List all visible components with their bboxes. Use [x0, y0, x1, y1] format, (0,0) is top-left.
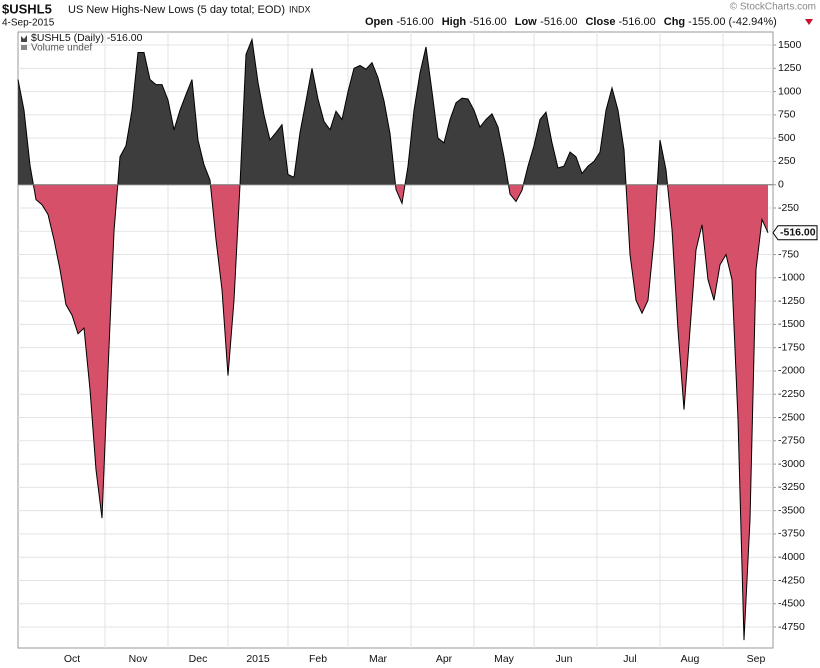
- x-tick-label: Jun: [556, 653, 573, 665]
- y-tick-label: 1250: [778, 62, 802, 74]
- last-value-tag: [772, 225, 818, 241]
- y-tick-label: 500: [778, 132, 796, 144]
- y-tick-label: -250: [778, 202, 799, 214]
- y-tick-label: -3750: [778, 528, 805, 540]
- y-tick-label: -2500: [778, 411, 805, 423]
- y-tick-label: -3500: [778, 504, 805, 516]
- x-tick-label: Jul: [623, 653, 636, 665]
- line: [17, 37, 769, 641]
- quote-value: -516.00: [469, 16, 506, 28]
- x-tick-label: 2015: [246, 653, 270, 665]
- quote: Open -516.00 High -516.00 Low -516.00 Close -51…: [365, 16, 777, 28]
- x-tick-label: May: [494, 653, 515, 665]
- quote-label: Close: [585, 16, 615, 28]
- quote-value: -155.00 (-42.94%): [688, 16, 777, 28]
- y-tick-label: -2000: [778, 365, 805, 377]
- y-tick-label: -4000: [778, 551, 805, 563]
- x-tick-label: Aug: [681, 653, 700, 665]
- exchange: INDX: [289, 4, 311, 14]
- quote-label: Open: [365, 16, 393, 28]
- y-tick-label: -3000: [778, 458, 805, 470]
- volume-icon: [21, 45, 27, 50]
- quote-value: -516.00: [540, 16, 577, 28]
- y-tick-label: 1000: [778, 85, 802, 97]
- y-tick-label: -1500: [778, 318, 805, 330]
- x-tick-label: Mar: [369, 653, 388, 665]
- volume-legend: Volume undef: [31, 43, 92, 54]
- y-tick-label: -4250: [778, 574, 805, 586]
- y-tick-label: -2750: [778, 435, 805, 447]
- y-tick-label: 1500: [778, 39, 802, 51]
- x-tick-label: Dec: [189, 653, 208, 665]
- down-arrow: [805, 19, 813, 25]
- y-tick-label: -3250: [778, 481, 805, 493]
- negative-area: [18, 184, 768, 641]
- quote-label: Low: [515, 16, 537, 28]
- y-tick-label: -1000: [778, 272, 805, 284]
- legend-icon: [21, 35, 27, 42]
- y-tick-label: 750: [778, 109, 796, 121]
- x-tick-label: Apr: [436, 653, 453, 665]
- y-tick-label: -750: [778, 248, 799, 260]
- chart-title: $USHL5: [2, 1, 52, 16]
- quote-label: Chg: [664, 16, 685, 28]
- x-tick-label: Oct: [64, 653, 80, 665]
- last-value-label: -516.00: [780, 227, 816, 239]
- y-tick-label: -1750: [778, 341, 805, 353]
- x-tick-label: Feb: [309, 653, 327, 665]
- date: 4-Sep-2015: [2, 18, 55, 29]
- positive-area: [18, 39, 668, 185]
- y-tick-label: -2250: [778, 388, 805, 400]
- quote-value: -516.00: [396, 16, 433, 28]
- quote-value: -516.00: [618, 16, 655, 28]
- x-tick-label: Sep: [747, 653, 766, 665]
- y-tick-label: -1250: [778, 295, 805, 307]
- y-tick-label: -4750: [778, 621, 805, 633]
- watermark: © StockCharts.com: [730, 2, 816, 13]
- chart-subtitle: US New Highs-New Lows (5 day total; EOD): [68, 4, 285, 16]
- quote-label: High: [442, 16, 467, 28]
- y-tick-label: -4500: [778, 598, 805, 610]
- y-tick-label: 250: [778, 155, 796, 167]
- y-tick-label: 0: [778, 179, 784, 191]
- x-tick-label: Nov: [129, 653, 148, 665]
- legend-entry: $USHL5 (Daily) -516.00: [31, 32, 143, 44]
